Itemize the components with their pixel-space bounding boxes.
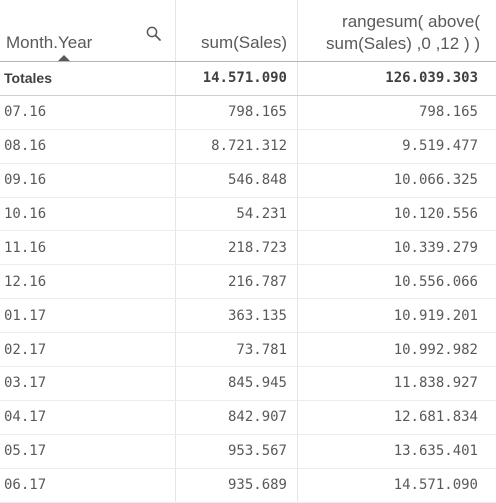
table-row[interactable]: 03.17 845.945 11.838.927: [0, 367, 496, 401]
table-row[interactable]: 04.17 842.907 12.681.834: [0, 400, 496, 435]
totals-row: Totales 14.571.090 126.039.303: [0, 62, 496, 96]
column-header-sum-sales[interactable]: sum(Sales): [176, 0, 298, 61]
sum-sales-cell: 363.135: [176, 299, 298, 333]
month-year-cell[interactable]: 10.16: [0, 197, 176, 231]
month-year-cell[interactable]: 08.16: [0, 129, 176, 163]
rangesum-cell: 13.635.401: [393, 443, 478, 460]
rangesum-cell: 10.066.325: [393, 172, 478, 189]
month-year-cell[interactable]: 06.17: [0, 468, 176, 502]
table-body: 07.16 798.165 798.165 08.16 8.721.312 9.…: [0, 95, 496, 503]
month-year-cell[interactable]: 01.17: [0, 299, 176, 333]
column-header-label-line1: rangesum( above(: [342, 12, 480, 31]
sort-ascending-icon: [58, 55, 70, 61]
sum-sales-cell: 845.945: [176, 367, 298, 400]
totals-sum-sales: 14.571.090: [176, 62, 298, 95]
totals-rangesum: 126.039.303: [385, 70, 478, 87]
month-year-cell[interactable]: 09.16: [0, 163, 176, 197]
rangesum-cell: 10.120.556: [393, 206, 478, 222]
rangesum-cell: 10.919.201: [393, 307, 478, 324]
column-header-label: sum(Sales): [201, 33, 287, 52]
rangesum-cell: 12.681.834: [393, 409, 478, 426]
sum-sales-cell: 54.231: [176, 197, 298, 231]
month-year-cell[interactable]: 04.17: [0, 400, 176, 434]
rangesum-cell: 10.992.982: [393, 341, 478, 358]
column-header-label-line2: sum(Sales) ,0 ,12 ) ): [326, 34, 480, 53]
table-row[interactable]: 05.17 953.567 13.635.401: [0, 434, 496, 469]
sum-sales-cell: 798.165: [176, 95, 298, 129]
table-row[interactable]: 09.16 546.848 10.066.325: [0, 163, 496, 198]
table-row[interactable]: 02.17 73.781 10.992.982: [0, 333, 496, 368]
column-header-label: Month.Year: [6, 33, 93, 52]
sum-sales-cell: 218.723: [176, 231, 298, 265]
rangesum-cell: 9.519.477: [402, 138, 478, 155]
search-icon[interactable]: [146, 26, 161, 41]
sum-sales-cell: 73.781: [176, 333, 298, 367]
rangesum-cell: 10.339.279: [393, 239, 478, 256]
rangesum-cell: 11.838.927: [393, 375, 478, 392]
sum-sales-cell: 8.721.312: [176, 129, 298, 163]
table-row[interactable]: 12.16 216.787 10.556.066: [0, 265, 496, 300]
sum-sales-cell: 842.907: [176, 400, 298, 434]
table-row[interactable]: 07.16 798.165 798.165: [0, 95, 496, 130]
table-row[interactable]: 01.17 363.135 10.919.201: [0, 299, 496, 334]
month-year-cell[interactable]: 07.16: [0, 95, 176, 129]
table-header: Month.Year sum(Sales) rangesum( above( s…: [0, 0, 496, 62]
column-header-month-year[interactable]: Month.Year: [0, 0, 176, 61]
totals-label: Totales: [0, 62, 176, 95]
sum-sales-cell: 546.848: [176, 163, 298, 197]
rangesum-cell: 10.556.066: [393, 273, 478, 290]
table-row[interactable]: 08.16 8.721.312 9.519.477: [0, 129, 496, 164]
column-header-rangesum[interactable]: rangesum( above( sum(Sales) ,0 ,12 ) ): [298, 0, 496, 61]
table-row[interactable]: 11.16 218.723 10.339.279: [0, 231, 496, 266]
month-year-cell[interactable]: 03.17: [0, 367, 176, 400]
month-year-cell[interactable]: 12.16: [0, 265, 176, 299]
sum-sales-cell: 935.689: [176, 468, 298, 502]
sum-sales-cell: 953.567: [176, 434, 298, 468]
rangesum-cell: 798.165: [418, 104, 478, 121]
table-row[interactable]: 10.16 54.231 10.120.556: [0, 197, 496, 232]
month-year-cell[interactable]: 02.17: [0, 333, 176, 367]
rangesum-cell: 14.571.090: [393, 477, 478, 494]
month-year-cell[interactable]: 05.17: [0, 434, 176, 468]
sum-sales-cell: 216.787: [176, 265, 298, 299]
month-year-cell[interactable]: 11.16: [0, 231, 176, 265]
table-row[interactable]: 06.17 935.689 14.571.090: [0, 468, 496, 503]
column-header-label: rangesum( above( sum(Sales) ,0 ,12 ) ): [290, 11, 480, 55]
